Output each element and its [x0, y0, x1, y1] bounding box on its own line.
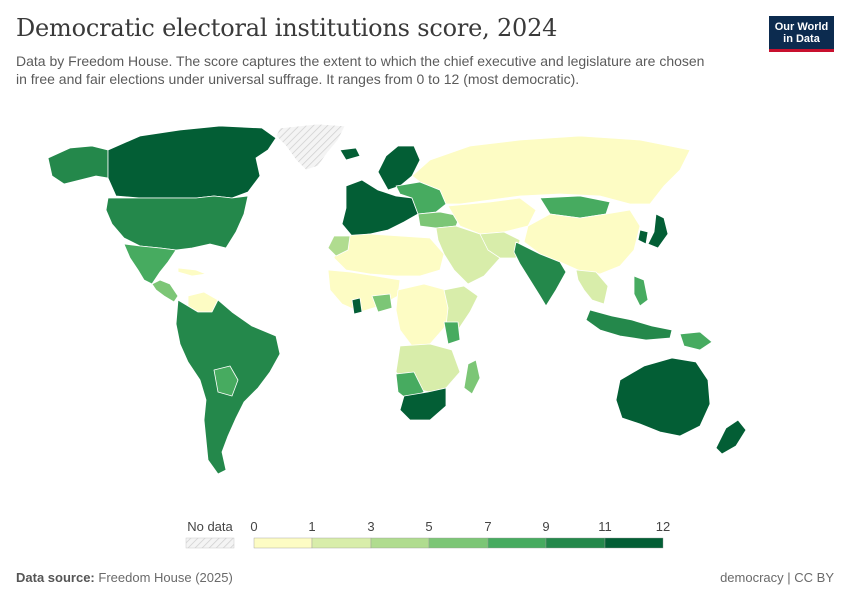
- region-india[interactable]: [513, 241, 567, 307]
- legend-bin-3[interactable]: [428, 537, 489, 549]
- region-alaska[interactable]: [47, 145, 109, 185]
- region-russia[interactable]: [411, 135, 691, 205]
- region-australia[interactable]: [615, 357, 711, 437]
- legend-bin-4[interactable]: [487, 537, 547, 549]
- region-japan[interactable]: [647, 213, 669, 249]
- license-text[interactable]: democracy | CC BY: [720, 570, 834, 585]
- region-kenya[interactable]: [443, 321, 461, 345]
- legend-bin-5[interactable]: [545, 537, 606, 549]
- legend-bin-2[interactable]: [370, 537, 430, 549]
- logo-line-2: in Data: [783, 33, 820, 45]
- region-southeast-asia[interactable]: [575, 269, 609, 305]
- legend-tick-label: 3: [367, 519, 374, 534]
- legend-no-data-label: No data: [187, 519, 233, 534]
- legend-no-data-swatch: [185, 537, 235, 549]
- region-south-korea[interactable]: [637, 229, 649, 245]
- region-central-africa[interactable]: [395, 283, 453, 347]
- region-central-america[interactable]: [151, 279, 179, 303]
- legend-tick-label: 11: [598, 519, 612, 534]
- region-papua-new-guinea[interactable]: [679, 331, 713, 351]
- region-scandinavia[interactable]: [377, 145, 421, 191]
- legend-tick-label: 7: [484, 519, 491, 534]
- legend-tick-label: 0: [250, 519, 257, 534]
- region-cuba[interactable]: [177, 267, 207, 277]
- legend-bin-1[interactable]: [311, 537, 372, 549]
- source-label: Data source:: [16, 570, 95, 585]
- chart-title: Democratic electoral institutions score,…: [16, 14, 558, 42]
- region-new-zealand[interactable]: [715, 419, 747, 455]
- region-philippines[interactable]: [633, 275, 649, 307]
- source-value[interactable]: Freedom House (2025): [98, 570, 233, 585]
- logo-line-1: Our World: [774, 21, 829, 33]
- legend-tick-label: 5: [425, 519, 432, 534]
- region-united-states[interactable]: [105, 195, 249, 251]
- region-bolivia[interactable]: [213, 365, 239, 397]
- owid-logo[interactable]: Our World in Data: [769, 16, 834, 52]
- legend-bin-6[interactable]: [604, 537, 664, 549]
- legend-tick-label: 9: [542, 519, 549, 534]
- region-canada[interactable]: [107, 125, 277, 199]
- world-map[interactable]: [0, 110, 850, 510]
- color-legend: No data 0 1 3 5 7 9 11 12: [185, 519, 670, 549]
- region-iran[interactable]: [479, 231, 521, 259]
- data-source: Data source: Freedom House (2025): [16, 570, 233, 585]
- region-nigeria[interactable]: [371, 293, 393, 313]
- region-iceland[interactable]: [339, 147, 361, 161]
- region-madagascar[interactable]: [463, 359, 481, 395]
- region-ghana[interactable]: [351, 297, 363, 315]
- legend-bin-0[interactable]: [253, 537, 313, 549]
- region-north-africa[interactable]: [333, 233, 445, 277]
- legend-tick-label: 1: [308, 519, 315, 534]
- region-indonesia[interactable]: [585, 309, 673, 341]
- region-east-africa[interactable]: [443, 285, 479, 331]
- chart-subtitle: Data by Freedom House. The score capture…: [16, 53, 705, 87]
- region-south-africa[interactable]: [399, 387, 447, 421]
- region-greenland[interactable]: [275, 123, 346, 171]
- region-western-europe[interactable]: [341, 179, 419, 237]
- region-morocco[interactable]: [327, 235, 351, 257]
- region-mexico[interactable]: [123, 243, 177, 285]
- legend-tick-label: 12: [656, 519, 670, 534]
